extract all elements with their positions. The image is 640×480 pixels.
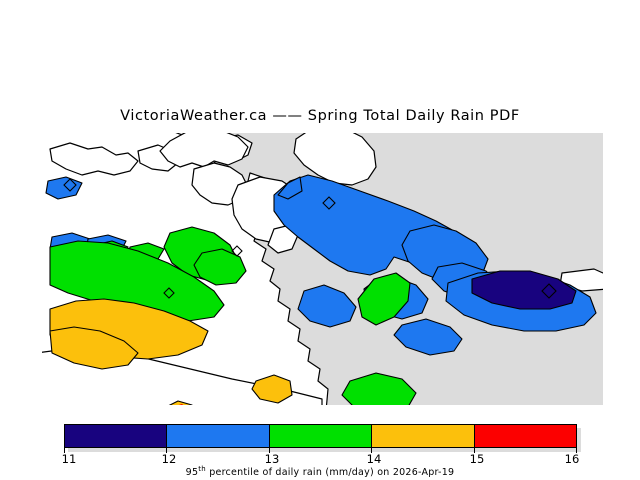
map-panel[interactable]	[42, 133, 603, 405]
region-victoria-orange-halo	[168, 400, 193, 405]
station-markers[interactable]	[63, 178, 557, 299]
colorbar-tick-labels: 11 12 13 14 15 16	[61, 452, 580, 466]
station-marker-west[interactable]	[63, 178, 77, 192]
region-offshore-orange-island	[251, 374, 293, 404]
region-saanich-green	[49, 240, 225, 322]
region-north-strait-blue-tail	[277, 176, 303, 200]
page-title: VictoriaWeather.ca —— Spring Total Daily…	[120, 108, 520, 124]
station-marker-east[interactable]	[541, 283, 557, 299]
region-south-green-island	[341, 372, 417, 405]
colorbar-caption-ordinal: th	[198, 465, 206, 473]
map-graphic[interactable]	[42, 133, 603, 405]
colorbar-caption-rest: percentile of daily rain (mm/day) on 202…	[205, 467, 455, 479]
colorbar-segment-11-12[interactable]	[65, 425, 167, 447]
region-central-blue-d	[393, 318, 463, 356]
station-marker-north[interactable]	[322, 196, 336, 210]
station-marker-central[interactable]	[231, 245, 243, 257]
colorbar-label-11: 11	[61, 452, 77, 466]
land-northeast-peninsula	[293, 133, 377, 186]
station-marker-saanich[interactable]	[163, 287, 175, 299]
data-regions	[45, 174, 597, 405]
region-victoria-red-center	[178, 404, 184, 405]
colorbar-label-15: 15	[469, 452, 485, 466]
colorbar-shadow-right	[577, 428, 581, 452]
colorbar-segment-14-15[interactable]	[371, 425, 474, 447]
region-east-navy-core	[471, 270, 577, 310]
colorbar-tick-16	[576, 448, 577, 453]
colorbar-label-13: 13	[264, 452, 280, 466]
land-west-clip-strip	[42, 173, 52, 373]
colorbar-ticks	[64, 448, 577, 454]
colorbar-tick-13	[269, 448, 270, 453]
colorbar: 11 12 13 14 15 16 95th percentile of dai…	[61, 424, 581, 478]
colorbar-segment-13-14[interactable]	[268, 425, 372, 447]
colorbar-caption-prefix: 95	[185, 467, 199, 479]
colorbar-tick-15	[474, 448, 475, 453]
colorbar-tick-14	[371, 448, 372, 453]
colorbar-gradient[interactable]	[64, 424, 577, 448]
colorbar-tick-12	[166, 448, 167, 453]
colorbar-segment-15-16[interactable]	[473, 425, 577, 447]
region-gulf-green-b	[193, 248, 247, 286]
colorbar-shadow-bottom	[68, 448, 581, 452]
colorbar-label-16: 16	[564, 452, 580, 466]
colorbar-caption: 95th percentile of daily rain (mm/day) o…	[0, 465, 640, 478]
region-victoria-core	[168, 400, 193, 405]
colorbar-label-14: 14	[366, 452, 382, 466]
colorbar-label-12: 12	[161, 452, 177, 466]
land-upper-center-island	[159, 133, 249, 168]
region-center-green-island	[357, 272, 411, 326]
colorbar-segment-12-13[interactable]	[166, 425, 269, 447]
land-northwest-island-a	[49, 142, 139, 176]
region-central-blue-c	[297, 284, 357, 328]
colorbar-tick-11	[64, 448, 65, 453]
region-saanich-orange-lobe	[49, 326, 139, 370]
